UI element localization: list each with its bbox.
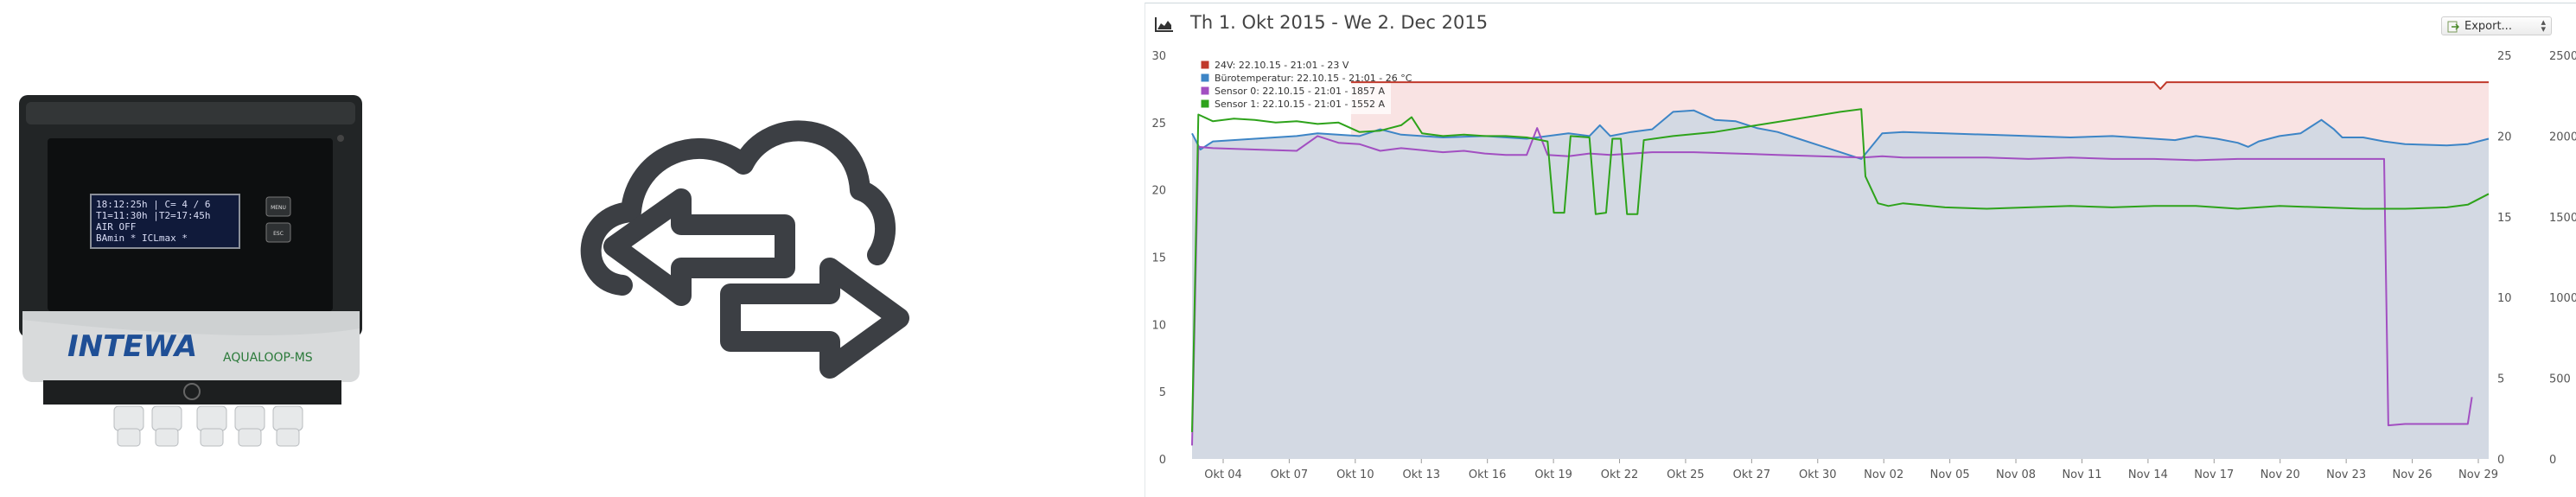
- y2-tick-label: 5: [2497, 373, 2504, 386]
- chevron-updown-icon: ▴ ▾: [2541, 16, 2546, 35]
- chart-panel: Th 1. Okt 2015 - We 2. Dec 2015 Export..…: [1145, 3, 2576, 497]
- series-line-2: [1191, 127, 2473, 446]
- legend-swatch: [1200, 73, 1210, 83]
- y2-tick-label: 0: [2497, 454, 2504, 467]
- y3-tick-label: 2500: [2549, 50, 2576, 63]
- x-tick-label: Nov 29: [2458, 468, 2498, 481]
- legend-swatch: [1200, 86, 1210, 96]
- series-line-1: [1191, 109, 2490, 160]
- x-tick-label: Nov 11: [2062, 468, 2101, 481]
- x-tick-label: Nov 02: [1864, 468, 1903, 481]
- y-tick-label: 10: [1151, 319, 1166, 332]
- y-tick-label: 5: [1159, 386, 1166, 399]
- y-tick-label: 25: [1151, 118, 1166, 131]
- x-tick-label: Nov 20: [2260, 468, 2300, 481]
- y3-tick-label: 500: [2549, 373, 2571, 386]
- sensor-line-chart: 0 5 10 15 20 25 30 0 5 10 15 20 25 0 500 1000 1500 2000 25…: [1151, 50, 2576, 481]
- y-tick-label: 15: [1151, 252, 1166, 265]
- lcd-line-3: AIR OFF: [96, 221, 136, 233]
- x-tick-label: Okt 30: [1799, 468, 1837, 481]
- x-tick-label: Nov 14: [2128, 468, 2168, 481]
- area-chart-icon: [1155, 17, 1173, 32]
- y2-tick-label: 15: [2497, 212, 2512, 225]
- y2-tick-label: 25: [2497, 50, 2512, 63]
- x-tick-label: Nov 05: [1930, 468, 1970, 481]
- esc-button[interactable]: [265, 222, 291, 243]
- y2-tick-label: 20: [2497, 131, 2512, 143]
- x-tick-label: Okt 16: [1469, 468, 1507, 481]
- y-tick-label: 30: [1151, 50, 1166, 63]
- legend-background: [1197, 57, 1391, 114]
- x-tick-label: Okt 19: [1534, 468, 1572, 481]
- series-line-0: [1350, 81, 2489, 90]
- lcd-screen: [90, 194, 240, 249]
- y3-tick-label: 0: [2549, 454, 2556, 467]
- legend-entry: 24V: 22.10.15 - 21:01 - 23 V: [1215, 60, 1349, 71]
- legend-entry: Sensor 1: 22.10.15 - 21:01 - 1552 A: [1215, 99, 1386, 110]
- menu-button[interactable]: [265, 196, 291, 217]
- x-tick-label: Nov 08: [1996, 468, 2036, 481]
- y3-tick-label: 2000: [2549, 131, 2576, 143]
- y2-tick-label: 10: [2497, 292, 2512, 305]
- x-tick-label: Okt 04: [1204, 468, 1242, 481]
- brand-logo: INTEWA: [67, 329, 197, 364]
- series-area-1: [1192, 110, 2489, 459]
- legend-entry: Sensor 0: 22.10.15 - 21:01 - 1857 A: [1215, 86, 1386, 97]
- lcd-line-2: T1=11:30h |T2=17:45h: [96, 210, 210, 221]
- panel-header: Th 1. Okt 2015 - We 2. Dec 2015 Export..…: [1145, 3, 2576, 47]
- y-tick-label: 0: [1159, 454, 1166, 467]
- y3-tick-label: 1500: [2549, 212, 2576, 225]
- x-tick-label: Nov 17: [2194, 468, 2234, 481]
- esc-button-label: ESC: [273, 231, 284, 237]
- export-label: Export...: [2464, 20, 2512, 33]
- x-tick-label: Nov 26: [2393, 468, 2433, 481]
- menu-button-label: MENU: [271, 205, 286, 211]
- x-tick-label: Okt 10: [1336, 468, 1374, 481]
- x-tick-label: Okt 13: [1402, 468, 1440, 481]
- legend-swatch: [1200, 99, 1210, 109]
- x-tick-label: Okt 07: [1271, 468, 1309, 481]
- series-line-3: [1191, 108, 2490, 432]
- y3-tick-label: 1000: [2549, 292, 2576, 305]
- export-file-icon: [2447, 21, 2459, 33]
- legend-swatch: [1200, 60, 1210, 70]
- x-tick-label: Nov 23: [2326, 468, 2366, 481]
- x-tick-label: Okt 22: [1601, 468, 1639, 481]
- export-dropdown[interactable]: Export... ▴ ▾: [2441, 16, 2552, 35]
- x-tick-label: Okt 25: [1667, 468, 1705, 481]
- lcd-line-4: BAmin * ICLmax *: [96, 233, 188, 244]
- model-label: AQUALOOP-MS: [223, 351, 313, 365]
- x-tick-label: Okt 27: [1733, 468, 1771, 481]
- legend-entry: Bürotemperatur: 22.10.15 - 21:01 - 26 °C: [1215, 73, 1412, 84]
- lcd-line-1: 18:12:25h | C= 4 / 6: [96, 199, 210, 210]
- y-tick-label: 20: [1151, 185, 1166, 198]
- panel-title: Th 1. Okt 2015 - We 2. Dec 2015: [1190, 12, 1489, 33]
- cloud-sync-arrows-icon: [580, 120, 909, 379]
- aqualoop-device-image: 18:12:25h | C= 4 / 6 T1=11:30h |T2=17:45…: [19, 95, 362, 447]
